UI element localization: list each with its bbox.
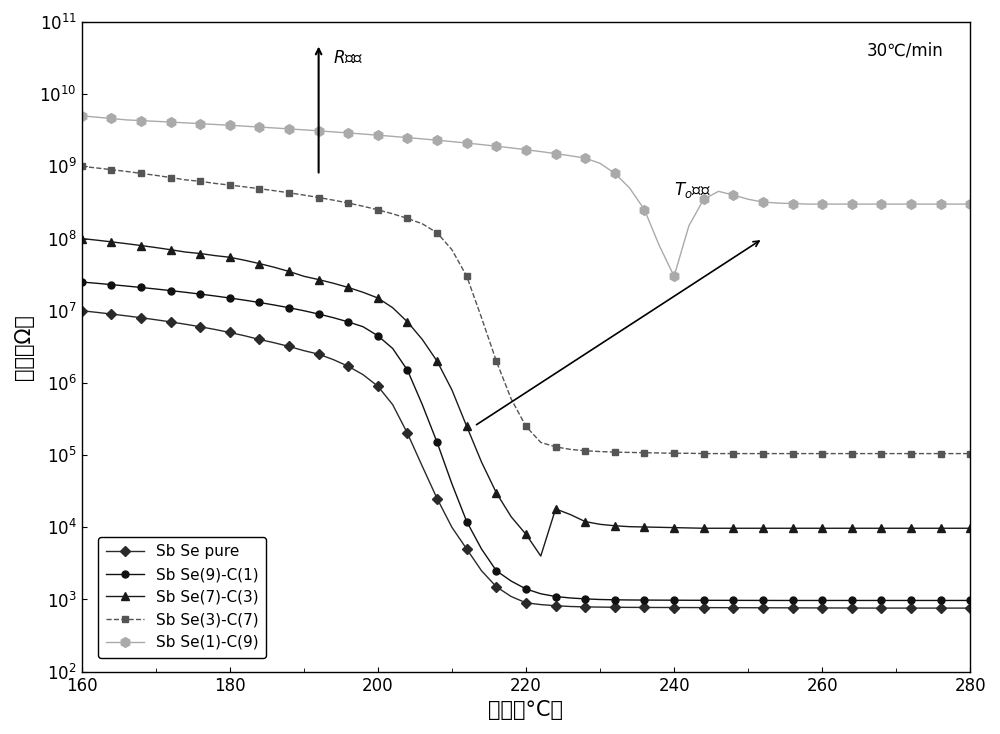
Line: Sb Se(9)-C(1): Sb Se(9)-C(1) <box>78 278 974 604</box>
Sb Se(9)-C(1) <box>550 592 562 601</box>
Sb Se pure <box>387 400 399 409</box>
Sb Se(1)-C(9) <box>861 200 873 208</box>
Line: Sb Se(1)-C(9): Sb Se(1)-C(9) <box>77 111 975 281</box>
Sb Se(1)-C(9) <box>283 125 295 134</box>
Sb Se(7)-C(3) <box>535 552 547 561</box>
Sb Se(9)-C(1) <box>253 298 265 307</box>
Sb Se(3)-C(7) <box>550 443 562 451</box>
Sb Se pure <box>875 603 887 612</box>
X-axis label: 温度（°C）: 温度（°C） <box>488 700 563 720</box>
Sb Se(9)-C(1) <box>76 277 88 286</box>
Text: $R$增大: $R$增大 <box>333 49 364 67</box>
Sb Se(3)-C(7) <box>387 209 399 218</box>
Sb Se(3)-C(7) <box>964 449 976 458</box>
Sb Se pure <box>846 603 858 612</box>
Sb Se(7)-C(3) <box>253 259 265 268</box>
Sb Se(1)-C(9) <box>387 132 399 141</box>
Sb Se(1)-C(9) <box>609 169 621 178</box>
Sb Se(7)-C(3) <box>283 267 295 276</box>
Text: $T_o$增加: $T_o$增加 <box>674 181 711 200</box>
Sb Se(9)-C(1) <box>964 596 976 605</box>
Sb Se(1)-C(9) <box>964 200 976 208</box>
Sb Se(9)-C(1) <box>387 344 399 353</box>
Line: Sb Se(7)-C(3): Sb Se(7)-C(3) <box>77 234 974 560</box>
Sb Se(7)-C(3) <box>387 303 399 312</box>
Legend: Sb Se pure, Sb Se(9)-C(1), Sb Se(7)-C(3), Sb Se(3)-C(7), Sb Se(1)-C(9): Sb Se pure, Sb Se(9)-C(1), Sb Se(7)-C(3)… <box>98 537 266 658</box>
Text: 30℃/min: 30℃/min <box>867 41 944 59</box>
Sb Se(1)-C(9) <box>668 272 680 280</box>
Sb Se(1)-C(9) <box>76 112 88 120</box>
Sb Se(3)-C(7) <box>861 449 873 458</box>
Sb Se(7)-C(3) <box>861 524 873 533</box>
Sb Se(9)-C(1) <box>609 595 621 604</box>
Sb Se(3)-C(7) <box>698 449 710 458</box>
Sb Se(3)-C(7) <box>609 448 621 457</box>
Line: Sb Se(3)-C(7): Sb Se(3)-C(7) <box>78 163 974 457</box>
Sb Se(1)-C(9) <box>253 123 265 131</box>
Sb Se pure <box>609 603 621 611</box>
Sb Se pure <box>283 342 295 351</box>
Sb Se(9)-C(1) <box>772 596 784 605</box>
Sb Se(3)-C(7) <box>76 162 88 171</box>
Sb Se(7)-C(3) <box>964 524 976 533</box>
Sb Se(7)-C(3) <box>624 523 636 531</box>
Sb Se(9)-C(1) <box>283 303 295 312</box>
Sb Se(7)-C(3) <box>76 234 88 243</box>
Sb Se pure <box>253 335 265 344</box>
Sb Se pure <box>964 603 976 612</box>
Y-axis label: 电限（Ω）: 电限（Ω） <box>14 314 34 379</box>
Sb Se(7)-C(3) <box>564 510 576 519</box>
Sb Se pure <box>550 601 562 610</box>
Sb Se(3)-C(7) <box>283 189 295 197</box>
Sb Se(9)-C(1) <box>861 596 873 605</box>
Line: Sb Se pure: Sb Se pure <box>78 308 974 611</box>
Sb Se pure <box>76 306 88 315</box>
Sb Se(3)-C(7) <box>253 184 265 193</box>
Sb Se(1)-C(9) <box>550 149 562 158</box>
